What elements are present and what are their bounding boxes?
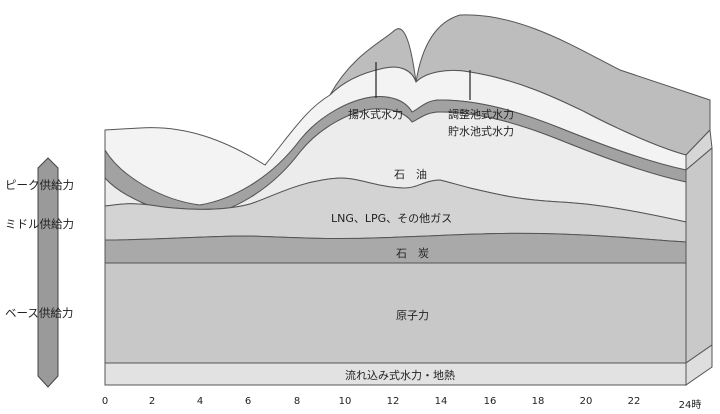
regulating-hydro-label: 調整池式水力 [448, 108, 514, 121]
coal-layer [104, 232, 687, 264]
lng-label: LNG、LPG、その他ガス [331, 212, 453, 225]
coal-label: 石 炭 [396, 247, 429, 260]
pumped-hydro-label: 揚水式水力 [348, 108, 403, 121]
nuclear-label: 原子力 [396, 309, 429, 322]
x-tick-label: 24時 [678, 400, 702, 411]
middle-supply-label: ミドル供給力 [5, 217, 74, 231]
oil-label: 石 油 [394, 168, 427, 181]
x-tick-label: 2 [148, 396, 156, 407]
supply-range-arrow [37, 157, 59, 388]
nuclear-layer [104, 262, 687, 364]
x-tick-label: 12 [386, 396, 400, 407]
x-tick-label: 22 [627, 396, 641, 407]
x-tick-label: 0 [101, 396, 109, 407]
x-tick-label: 8 [293, 396, 301, 407]
x-tick-label: 4 [196, 396, 204, 407]
x-tick-label: 20 [579, 396, 593, 407]
x-tick-label: 6 [244, 396, 252, 407]
x-tick-label: 14 [434, 396, 448, 407]
reservoir-hydro-label: 貯水池式水力 [448, 125, 514, 138]
base-supply-label: ベース供給力 [5, 306, 74, 320]
x-tick-label: 10 [338, 396, 352, 407]
right-side-face [685, 146, 713, 364]
x-tick-label: 16 [483, 396, 497, 407]
peak-supply-label: ピーク供給力 [5, 178, 74, 192]
right-side-face-bottom [685, 344, 713, 386]
x-tick-label: 18 [531, 396, 545, 407]
run-of-river-label: 流れ込み式水力・地熱 [345, 369, 455, 382]
